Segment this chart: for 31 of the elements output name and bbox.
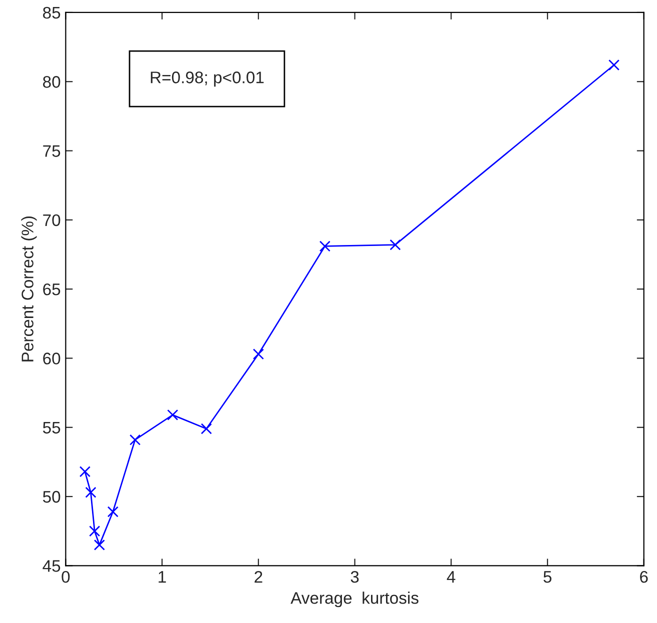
point: [319, 240, 330, 252]
point: [252, 348, 264, 360]
y-tick-label: 55: [42, 422, 60, 434]
y-tick-label: 50: [42, 490, 60, 503]
point: [85, 486, 96, 498]
y-tick-label: 85: [43, 6, 60, 19]
y-tick-label: 75: [43, 145, 60, 157]
x-tick-label: 0: [62, 570, 70, 583]
y-tick-label: 45: [42, 560, 60, 572]
point: [608, 59, 620, 71]
annotation: R=0.98; p<0.01: [150, 72, 264, 87]
y-axis-title: Percent Correct (%): [21, 216, 37, 362]
y-tick-label: 80: [43, 76, 60, 88]
point: [130, 434, 141, 446]
point: [89, 526, 100, 537]
y-tick-label: 70: [43, 214, 60, 226]
x-tick-label: 4: [446, 571, 456, 583]
point: [107, 506, 118, 518]
y-tick-label: 65: [43, 283, 60, 296]
point: [79, 466, 91, 478]
x-tick-label: 6: [640, 570, 648, 583]
x-tick-label: 2: [254, 570, 262, 583]
x-axis-title: Average kurtosis: [290, 592, 418, 608]
x-tick-label: 3: [350, 570, 359, 583]
y-tick-label: 60: [43, 352, 60, 364]
point: [200, 423, 212, 434]
point: [167, 409, 178, 420]
x-tick-label: 5: [544, 571, 552, 583]
x-tick-label: 1: [158, 571, 166, 583]
point: [94, 539, 105, 550]
point: [390, 239, 401, 250]
